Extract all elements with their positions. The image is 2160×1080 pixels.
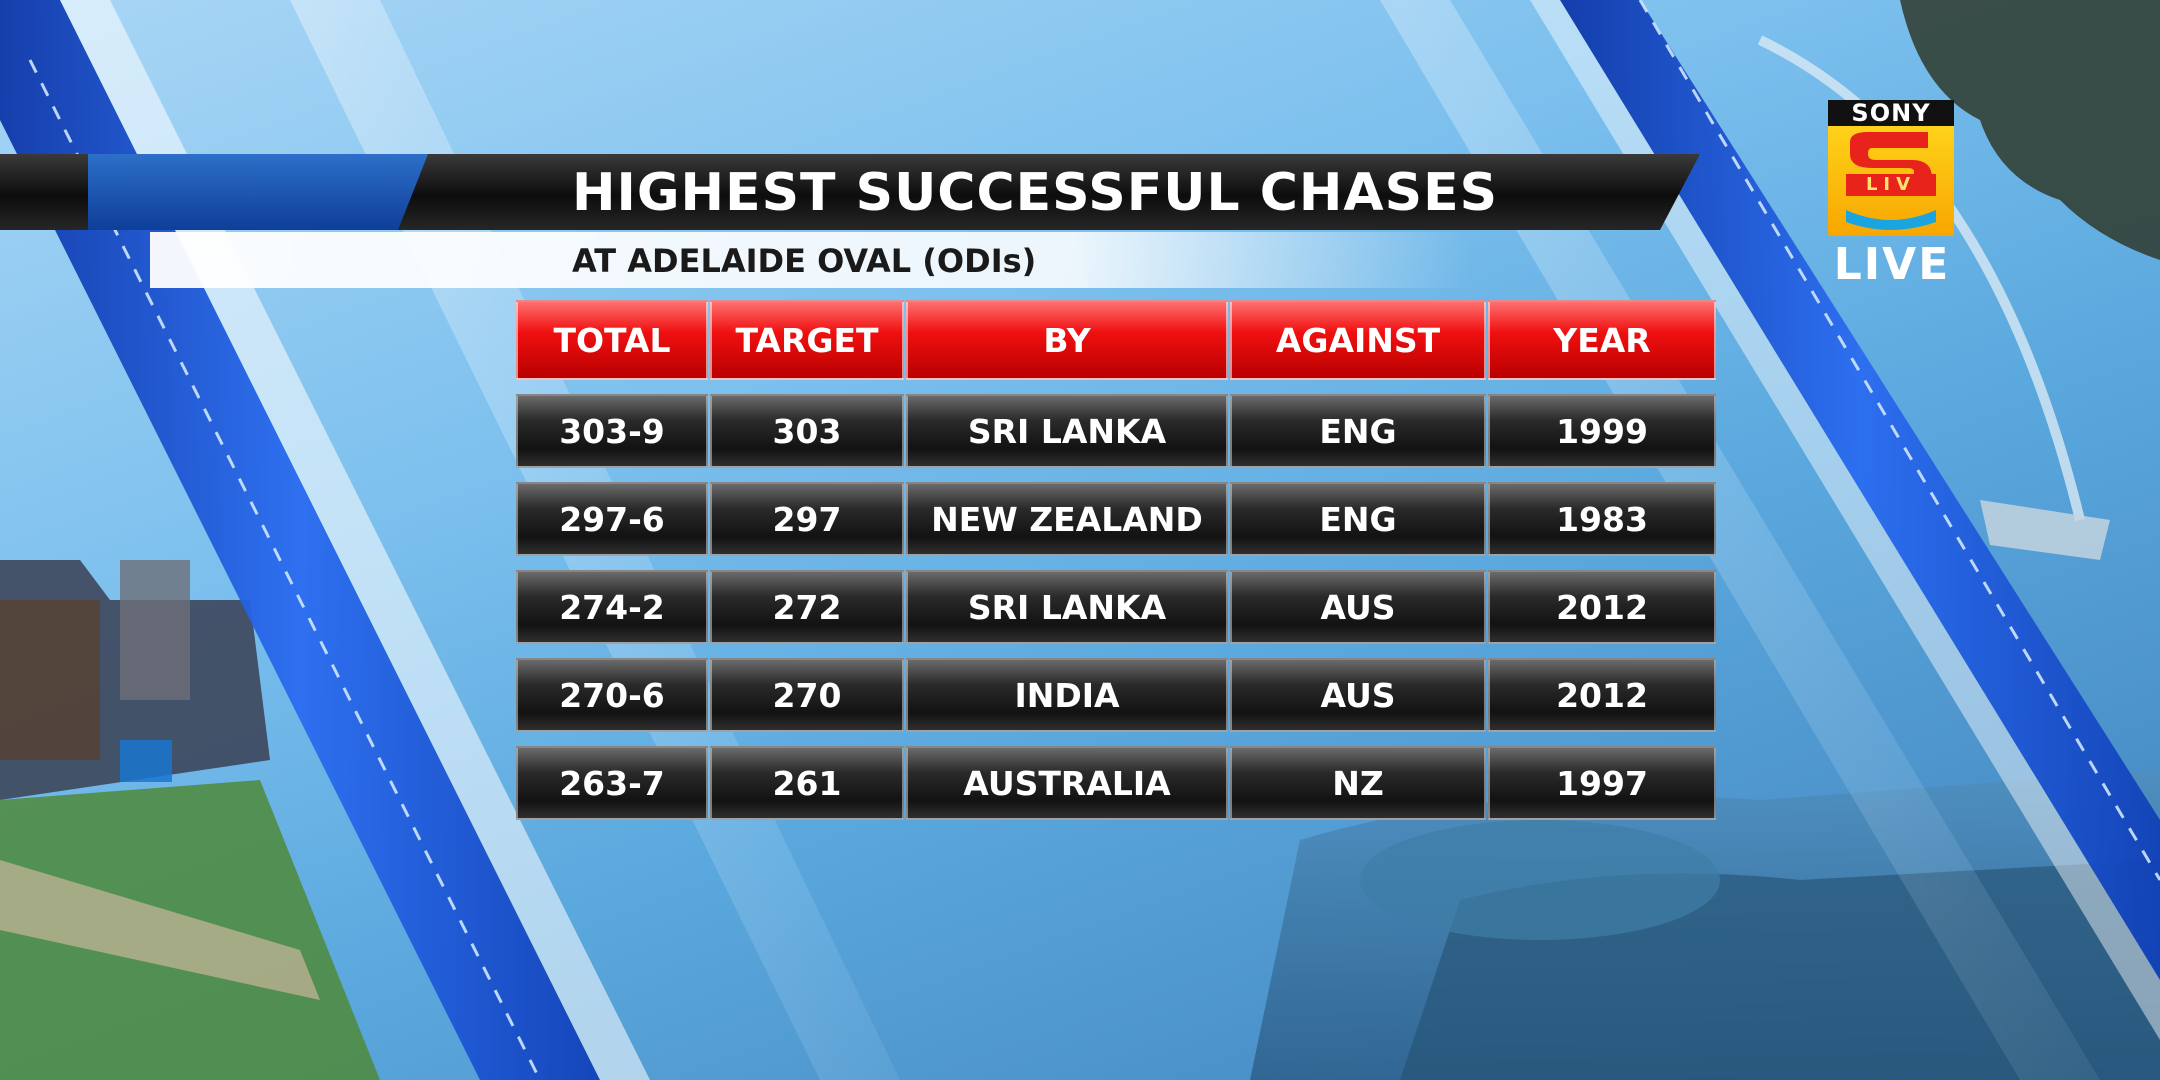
subtitle-bar xyxy=(150,232,1470,288)
cell-against: NZ xyxy=(1230,746,1486,820)
cell-by: NEW ZEALAND xyxy=(906,482,1228,556)
graphic-subtitle: AT ADELAIDE OVAL (ODIs) xyxy=(572,242,1037,280)
logo-sub: LIV xyxy=(1846,174,1936,196)
cell-year: 2012 xyxy=(1488,658,1716,732)
header-target: TARGET xyxy=(710,300,904,380)
cell-total: 263-7 xyxy=(516,746,708,820)
cell-by: SRI LANKA xyxy=(906,570,1228,644)
cell-target: 261 xyxy=(710,746,904,820)
cell-target: 303 xyxy=(710,394,904,468)
cell-against: ENG xyxy=(1230,394,1486,468)
header-year: YEAR xyxy=(1488,300,1716,380)
cell-year: 1997 xyxy=(1488,746,1716,820)
cell-total: 270-6 xyxy=(516,658,708,732)
cell-year: 1999 xyxy=(1488,394,1716,468)
sony-liv-logo-icon: SONY LIV xyxy=(1828,100,1954,236)
cell-total: 297-6 xyxy=(516,482,708,556)
cell-target: 272 xyxy=(710,570,904,644)
cell-by: AUSTRALIA xyxy=(906,746,1228,820)
cell-against: ENG xyxy=(1230,482,1486,556)
title-bar-accent xyxy=(88,154,428,230)
cell-target: 297 xyxy=(710,482,904,556)
cell-year: 2012 xyxy=(1488,570,1716,644)
cell-by: SRI LANKA xyxy=(906,394,1228,468)
cell-against: AUS xyxy=(1230,658,1486,732)
cell-total: 274-2 xyxy=(516,570,708,644)
logo-brand: SONY xyxy=(1828,100,1954,126)
live-indicator: LIVE xyxy=(1833,239,1951,290)
header-total: TOTAL xyxy=(516,300,708,380)
header-by: BY xyxy=(906,300,1228,380)
header-against: AGAINST xyxy=(1230,300,1486,380)
s-swoosh-icon xyxy=(1846,132,1936,230)
cell-year: 1983 xyxy=(1488,482,1716,556)
cell-target: 270 xyxy=(710,658,904,732)
graphic-title: HIGHEST SUCCESSFUL CHASES xyxy=(572,163,1499,223)
cell-against: AUS xyxy=(1230,570,1486,644)
cell-total: 303-9 xyxy=(516,394,708,468)
cell-by: INDIA xyxy=(906,658,1228,732)
